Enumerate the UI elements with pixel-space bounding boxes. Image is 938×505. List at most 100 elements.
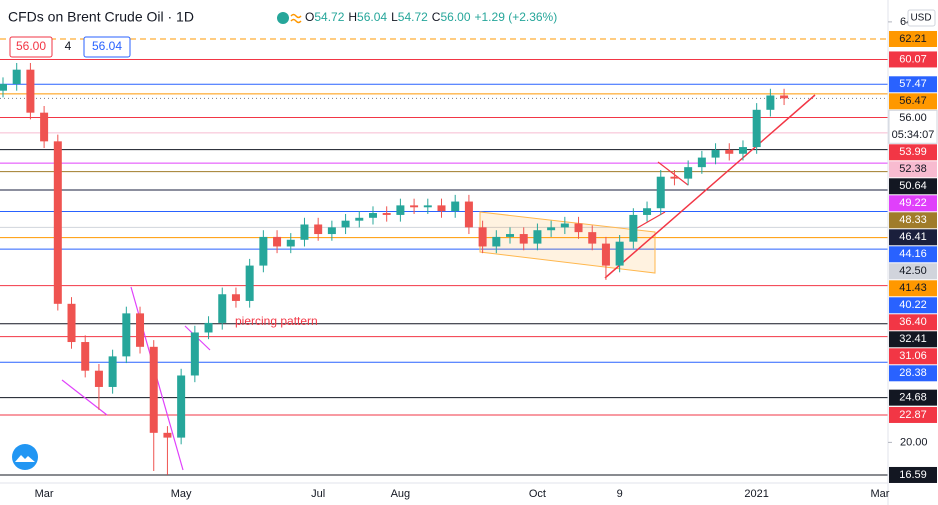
price-label-bg [889, 280, 937, 297]
candle-body [451, 201, 460, 212]
ohlc-key: H [348, 10, 357, 24]
candle-body [286, 239, 295, 247]
price-label-bg [889, 178, 937, 195]
price-label-bg [889, 297, 937, 314]
candle-body [231, 294, 240, 301]
candle-body [341, 220, 350, 228]
logo[interactable] [12, 444, 38, 470]
ohlc-change: +1.29 (+2.36%) [475, 10, 558, 24]
candle-body [547, 227, 556, 231]
price-label: 28.38 [899, 367, 927, 379]
candle-body [300, 224, 309, 240]
candle-body [410, 205, 419, 208]
chart-title: CFDs on Brent Crude Oil · 1D [8, 9, 194, 25]
annotation: piercing pattern [235, 314, 318, 328]
axis-layer: 64.0020.00MarMayJulAugOct92021Mar62.2160… [35, 16, 938, 500]
candle-body [697, 157, 706, 168]
price-label-bg [889, 93, 937, 110]
candle-body [81, 342, 90, 371]
candle-body [177, 375, 186, 438]
candle-body [218, 294, 227, 323]
candle-body [478, 227, 487, 247]
ohlc-key: L [391, 10, 398, 24]
price-label: 56.00 [899, 112, 927, 124]
candle-body [368, 213, 377, 218]
price-label: 60.07 [899, 53, 927, 65]
candle-body [26, 69, 35, 113]
ohlc-key: O [305, 10, 314, 24]
ohlc-value: 54.72 [398, 10, 428, 24]
candle-body [12, 69, 21, 85]
status-icon [277, 12, 289, 24]
candle-body [752, 109, 761, 148]
candle-body [656, 176, 665, 209]
x-tick-label: Jul [311, 488, 325, 500]
buy-button[interactable] [83, 36, 131, 58]
candle-body [355, 217, 364, 221]
candle-body [122, 313, 131, 357]
ohlc: O 54.72 H 56.04 L 54.72 C 56.00 +1.29 (+2.36%) [305, 10, 557, 24]
candle-body [560, 223, 569, 228]
candle-body [259, 236, 268, 266]
candle-body [519, 234, 528, 244]
price-label-bg [889, 195, 937, 212]
candle-body [533, 230, 542, 244]
y-tick-label: 20.00 [900, 436, 928, 448]
candle-body [780, 95, 789, 99]
ohlc-value: 56.00 [440, 10, 470, 24]
candle-body [492, 236, 501, 247]
candle-body [711, 149, 720, 158]
trend-line [604, 94, 816, 279]
x-tick-label: Mar [35, 488, 54, 500]
ohlc-value: 56.04 [357, 10, 387, 24]
candle-body [615, 241, 624, 266]
sell-button[interactable] [9, 36, 53, 58]
candle-body [643, 208, 652, 215]
candle-body [382, 213, 391, 215]
price-label-bg [888, 109, 938, 144]
price-label: 32.41 [899, 333, 927, 345]
x-tick-label: 9 [617, 488, 623, 500]
logo-mark [15, 455, 35, 462]
x-tick-label: Aug [391, 488, 411, 500]
candle-body [314, 224, 323, 235]
candle-body [738, 147, 747, 154]
price-label: 48.33 [899, 214, 927, 226]
x-tick-label: Mar [871, 488, 890, 500]
price-label: 22.87 [899, 409, 927, 421]
ohlc-value: 54.72 [314, 10, 344, 24]
price-label: 36.40 [899, 316, 927, 328]
candle-body [670, 176, 679, 179]
price-label-bg [889, 365, 937, 382]
price-label: 31.06 [899, 350, 927, 362]
candle-body [136, 313, 145, 347]
candle-body [53, 141, 62, 304]
candle-body [574, 223, 583, 233]
currency-badge[interactable] [907, 9, 936, 27]
ohlc-key: C [432, 10, 441, 24]
candle-body [423, 205, 432, 208]
candle-body [396, 205, 405, 215]
buy-price: 56.04 [92, 39, 122, 53]
candle-body [40, 112, 49, 142]
candle-body [149, 346, 158, 433]
price-label: 41.43 [899, 282, 927, 294]
price-label: 52.38 [899, 163, 927, 175]
price-label: 53.99 [899, 146, 927, 158]
price-label-bg [889, 30, 937, 47]
x-tick-label: Oct [529, 488, 546, 500]
candle-body [588, 232, 597, 244]
trend-line [657, 161, 689, 186]
price-label-bg [889, 229, 937, 246]
spread: 4 [65, 39, 72, 53]
sell-price: 56.00 [16, 39, 46, 53]
candle-body [163, 432, 172, 438]
countdown: 05:34:07 [892, 129, 935, 141]
x-tick-label: 2021 [744, 488, 768, 500]
price-label: 24.68 [899, 392, 927, 404]
candle-body [464, 201, 473, 228]
price-label-bg [889, 263, 937, 280]
price-label: 62.21 [899, 33, 927, 45]
